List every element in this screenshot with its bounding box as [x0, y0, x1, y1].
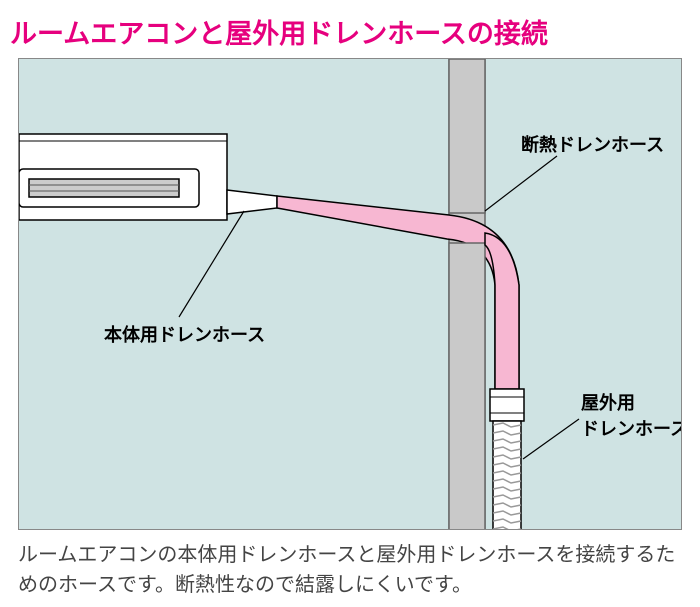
- label-outdoor-hose: 屋外用 ドレンホース: [581, 389, 682, 441]
- diagram-container: 本体用ドレンホース 断熱ドレンホース 屋外用 ドレンホース: [18, 58, 682, 530]
- label-body-hose: 本体用ドレンホース: [104, 321, 265, 347]
- label-insul-hose: 断熱ドレンホース: [521, 131, 664, 157]
- caption-text: ルームエアコンの本体用ドレンホースと屋外用ドレンホースを接続するためのホースです…: [18, 540, 682, 600]
- page-title: ルームエアコンと屋外用ドレンホースの接続: [0, 0, 700, 59]
- diagram-svg: [19, 59, 682, 530]
